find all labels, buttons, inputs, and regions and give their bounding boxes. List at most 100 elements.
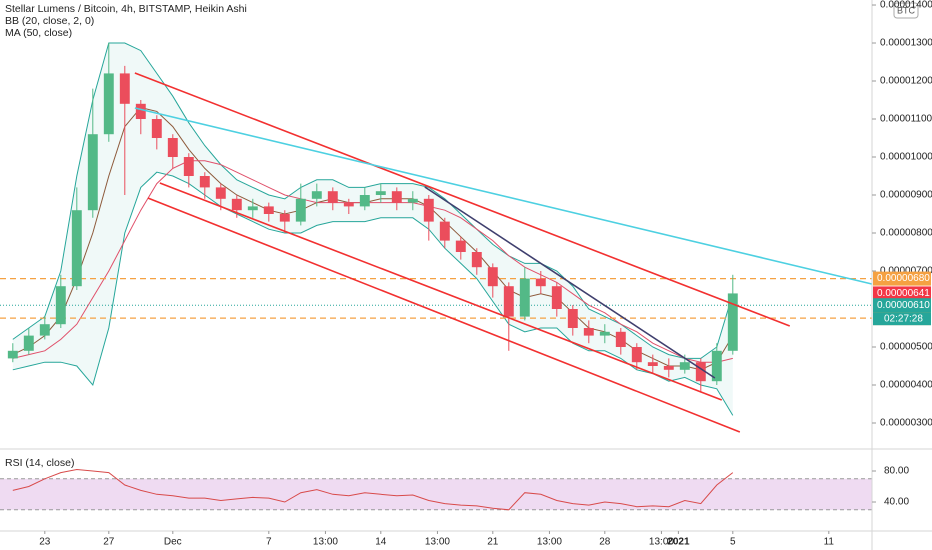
candle-body: [679, 362, 690, 370]
candle-body: [391, 191, 402, 203]
price-line-label: 0.00000610: [877, 300, 930, 311]
trendline: [159, 182, 723, 401]
candle-body: [599, 331, 610, 336]
candle-body: [295, 198, 306, 222]
y-tick-label: 0.00000300: [880, 418, 932, 429]
candle-body: [55, 286, 66, 325]
candle-body: [471, 252, 482, 268]
bb-legend: BB (20, close, 2, 0): [5, 15, 94, 27]
candle-body: [407, 198, 418, 203]
ma-legend: MA (50, close): [5, 27, 72, 39]
bb-lower: [12, 171, 734, 416]
y-tick-label: 0.00000900: [880, 190, 932, 201]
hline-label-box: [873, 271, 931, 286]
y-tick-label: 0.00000700: [880, 266, 932, 277]
candle-body: [647, 362, 658, 366]
candle-body: [71, 210, 82, 287]
x-tick-label: 13:00: [313, 537, 338, 548]
x-tick-label: 7: [266, 537, 272, 548]
rsi-pane: [0, 468, 872, 511]
candle-body: [423, 198, 434, 222]
candle-body: [39, 324, 50, 336]
candle-body: [551, 286, 562, 310]
candle-body: [631, 347, 642, 363]
x-tick-label: 14: [375, 537, 387, 548]
rsi-tick-label: 40.00: [884, 497, 909, 508]
x-tick-label: 23: [39, 537, 51, 548]
candle-body: [183, 157, 194, 177]
candle-body: [343, 202, 354, 207]
candle-body: [311, 191, 322, 199]
hline-label: 0.00000680: [877, 273, 930, 284]
candle-body: [455, 240, 466, 253]
last-price-label-box: [873, 286, 931, 301]
x-tick-label: 2021: [667, 537, 690, 548]
candle-body: [375, 191, 386, 196]
candle-body: [23, 335, 34, 351]
main-pane: [0, 42, 872, 433]
candle-body: [135, 103, 146, 120]
candle-body: [439, 221, 450, 241]
candle-body: [487, 267, 498, 287]
chart-title: Stellar Lumens / Bitcoin, 4h, BITSTAMP, …: [5, 3, 247, 15]
y-tick-label: 0.00001400: [880, 0, 932, 11]
rsi-band: [0, 478, 872, 510]
y-tick-label: 0.00000500: [880, 342, 932, 353]
currency-badge-box[interactable]: [893, 2, 919, 19]
candle-body: [535, 278, 546, 287]
candle-body: [327, 191, 338, 203]
x-tick-label: 21: [487, 537, 499, 548]
candle-body: [151, 119, 162, 139]
candle-body: [503, 286, 514, 317]
candle-body: [199, 176, 210, 188]
candle-body: [231, 198, 242, 211]
candle-body: [87, 134, 98, 211]
candle-body: [7, 350, 18, 359]
rsi-line: [12, 468, 734, 511]
bb-fill: [12, 43, 733, 416]
candle-body: [263, 206, 274, 215]
currency-badge[interactable]: BTC: [897, 5, 916, 15]
trendline: [134, 107, 872, 285]
timer-box: [873, 312, 931, 326]
x-tick-label: 28: [599, 537, 611, 548]
last-price-label: 0.00000641: [877, 288, 930, 299]
y-tick-label: 0.00001000: [880, 152, 932, 163]
candle-body: [119, 73, 130, 104]
y-tick-label: 0.00001200: [880, 76, 932, 87]
candle-body: [567, 309, 578, 329]
x-tick-label: 13:00: [537, 537, 562, 548]
y-tick-label: 0.00001300: [880, 38, 932, 49]
countdown-timer: 02:27:28: [884, 313, 923, 324]
x-tick-label: Dec: [164, 537, 182, 548]
x-tick-label: 13:00: [425, 537, 450, 548]
candle-body: [695, 362, 706, 382]
candle-body: [247, 206, 258, 211]
bb-basis: [12, 107, 734, 371]
candle-body: [711, 350, 722, 382]
x-tick-label: 11: [824, 537, 835, 548]
bb-upper: [12, 42, 734, 359]
price-line-label-box: [873, 298, 931, 313]
candle-body: [663, 365, 674, 370]
candle-body: [279, 214, 290, 222]
y-tick-label: 0.00001100: [880, 114, 932, 125]
candle-body: [727, 293, 738, 351]
candle-body: [103, 73, 114, 135]
candle-body: [519, 278, 530, 317]
y-tick-label: 0.00000800: [880, 228, 932, 239]
trendline: [424, 186, 716, 379]
candle-body: [215, 187, 226, 199]
x-tick-label: 5: [730, 537, 736, 548]
candle-body: [615, 331, 626, 348]
y-tick-label: 0.00000400: [880, 380, 932, 391]
x-tick-label: 27: [103, 537, 115, 548]
candle-body: [359, 195, 370, 207]
x-tick-label: 13:00: [649, 537, 674, 548]
candle-body: [583, 328, 594, 336]
trendline: [134, 72, 791, 327]
rsi-tick-label: 80.00: [884, 466, 909, 477]
